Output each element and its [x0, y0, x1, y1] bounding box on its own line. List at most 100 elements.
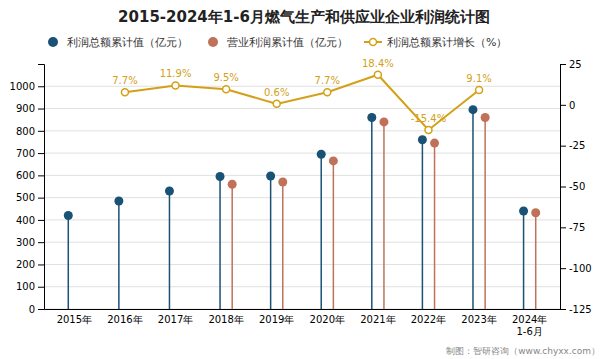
x-tick: 2024年1-6月: [512, 314, 547, 337]
lollipop-head: [418, 135, 427, 144]
y-axis-line: [38, 65, 45, 310]
x-tick-label: 2019年: [259, 314, 294, 325]
y2-tick-mark: [560, 105, 566, 106]
lollipop-stem: [333, 161, 335, 309]
x-tick: 2016年: [107, 314, 142, 325]
grid-line: [44, 264, 560, 265]
y-tick: 700: [16, 148, 44, 159]
y-tick-mark: [38, 264, 44, 265]
y-tick-mark: [38, 242, 44, 243]
lollipop-stem: [68, 215, 70, 309]
x-tick-label: 2016年: [107, 314, 142, 325]
legend-item: 利润总额累计值（亿元）: [48, 36, 188, 49]
grid-line: [44, 309, 560, 310]
y-tick-label: 900: [16, 103, 35, 114]
y2-tick: -75: [560, 222, 585, 233]
legend: 利润总额累计值（亿元） 营业利润累计值（亿元） 利润总额累计增长（%）: [48, 36, 507, 49]
line-marker: [476, 86, 483, 93]
grid-line: [44, 175, 560, 176]
y-tick-mark: [38, 131, 44, 132]
y2-tick: 0: [560, 100, 575, 111]
x-tick-label: 2018年: [208, 314, 243, 325]
data-label: 9.1%: [466, 73, 491, 84]
chart-root: 2015-2024年1-6月燃气生产和供应业企业利润统计图01002003004…: [0, 0, 608, 359]
lollipop-stem: [118, 201, 120, 309]
y2-tick-label: 0: [569, 100, 575, 111]
y2-axis: -125 -100 -75 -50 -25 0 25: [560, 59, 592, 315]
x-tick-label-line: 2021年: [360, 314, 395, 325]
x-tick-label: 2017年: [158, 314, 193, 325]
grid-line: [44, 108, 560, 109]
lollipop-stem: [320, 154, 322, 309]
y-tick: 800: [16, 126, 44, 137]
lollipop-head: [367, 113, 376, 122]
y-tick-label: 500: [16, 192, 35, 203]
title: 2015-2024年1-6月燃气生产和供应业企业利润统计图: [118, 8, 490, 26]
y2-tick-mark: [560, 227, 566, 228]
lollipop-head: [379, 117, 388, 126]
legend-label: 利润总额累计值（亿元）: [67, 36, 188, 49]
y-tick-label: 300: [16, 237, 35, 248]
x-tick: 2021年: [360, 314, 395, 325]
data-label: 7.7%: [315, 75, 340, 86]
x-tick-label-line: 2018年: [208, 314, 243, 325]
y2-tick-label: -75: [569, 222, 585, 233]
x-tick: 2023年: [461, 314, 496, 325]
y-tick-label: 0: [29, 304, 35, 315]
legend-item: 营业利润累计值（亿元）: [208, 36, 348, 49]
x-tick-label: 2021年: [360, 314, 395, 325]
y-tick-mark: [38, 175, 44, 176]
lollipop-stem: [270, 176, 272, 309]
x-tick-label-line: 2016年: [107, 314, 142, 325]
data-label: 9.5%: [213, 72, 238, 83]
y2-tick-label: 25: [569, 59, 582, 70]
x-axis: 2015年 2016年 2017年 2018年 2019年 2020年 2021年 2022年…: [45, 310, 561, 337]
x-tick-label: 2023年: [461, 314, 496, 325]
x-tick: 2017年: [158, 314, 193, 325]
x-tick-label-line: 2019年: [259, 314, 294, 325]
y2-tick-label: -100: [569, 263, 592, 274]
y-tick-label: 600: [16, 170, 35, 181]
line-marker: [324, 89, 331, 96]
y2-tick-mark: [560, 187, 566, 188]
lollipop-head: [519, 207, 528, 216]
lollipop-stem: [282, 182, 284, 309]
grid-line: [44, 242, 560, 243]
x-tick: 2018年: [208, 314, 243, 325]
x-tick-label-line: 2022年: [411, 314, 446, 325]
x-tick: 2015年: [57, 314, 92, 325]
x-tick-label-line: 2023年: [461, 314, 496, 325]
x-tick: 2020年: [310, 314, 345, 325]
y-tick: 500: [16, 192, 44, 203]
grid-line: [44, 286, 560, 287]
y-tick-mark: [38, 287, 44, 288]
y2-tick: -50: [560, 181, 585, 192]
y-tick-label: 100: [16, 281, 35, 292]
lollipop-head: [481, 113, 490, 122]
y-tick-mark: [38, 220, 44, 221]
lollipop-head: [531, 208, 540, 217]
lollipop-head: [329, 156, 338, 165]
legend-swatch: [48, 37, 58, 47]
y2-tick-label: -25: [569, 140, 585, 151]
y-tick: 0: [29, 304, 44, 315]
y2-tick-mark: [560, 64, 566, 65]
x-tick-label: 2020年: [310, 314, 345, 325]
line-marker: [374, 71, 381, 78]
y-axis: 01002003004005006007008009001000: [10, 65, 45, 315]
y-tick-mark: [38, 109, 44, 110]
footer-note: 制图：智研咨询（www.chyxx.com）: [446, 346, 600, 356]
lollipop-stem: [383, 122, 385, 309]
lollipop-stem: [371, 117, 373, 309]
grid-line: [44, 219, 560, 220]
y2-tick-mark: [560, 268, 566, 269]
y-tick-label: 400: [16, 215, 35, 226]
legend-label: 利润总额累计增长（%）: [387, 36, 507, 49]
data-label: 18.4%: [362, 58, 394, 69]
lollipop-stem: [535, 213, 537, 309]
lollipop-head: [114, 196, 123, 205]
data-label: 11.9%: [160, 68, 192, 79]
lollipop-stem: [422, 140, 424, 309]
y2-tick: -125: [560, 304, 592, 315]
x-tick-label: 2015年: [57, 314, 92, 325]
